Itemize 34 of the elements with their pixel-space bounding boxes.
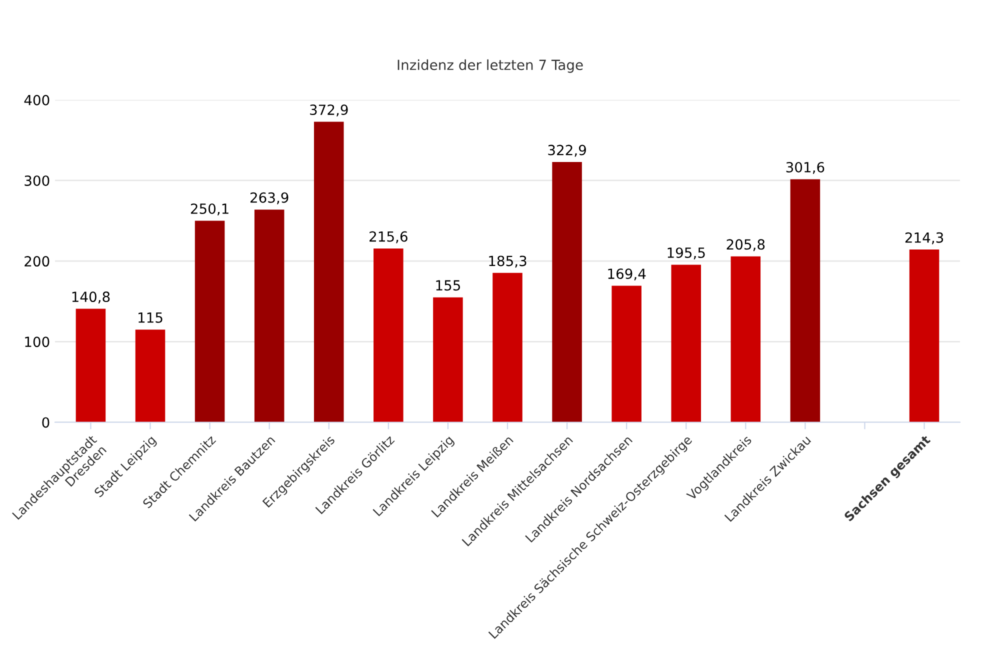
data-label: 169,4 — [608, 268, 646, 280]
data-label: 372,9 — [310, 104, 348, 116]
bar — [76, 308, 106, 422]
y-tick-label: 100 — [25, 336, 50, 348]
data-label: 322,9 — [548, 144, 586, 157]
bar — [314, 122, 344, 422]
data-label: 250,1 — [190, 203, 228, 216]
bar — [909, 250, 940, 422]
bar — [254, 210, 284, 422]
bar — [612, 286, 642, 422]
data-label: 140,8 — [72, 292, 110, 304]
bar — [552, 162, 582, 422]
y-tick-label: 300 — [24, 175, 50, 186]
y-tick-label: 0 — [42, 417, 50, 428]
bar — [790, 179, 820, 422]
bar — [135, 330, 166, 422]
bar — [671, 264, 702, 422]
y-tick-label: 400 — [24, 94, 50, 106]
data-label: 195,5 — [668, 247, 705, 260]
bar — [374, 248, 404, 422]
bar — [492, 272, 522, 422]
bar — [194, 220, 225, 422]
bar — [433, 297, 463, 422]
data-label: 205,8 — [726, 239, 765, 252]
bar — [730, 256, 761, 422]
data-label: 155 — [436, 280, 460, 291]
data-label: 214,3 — [905, 232, 944, 244]
data-label: 263,9 — [250, 192, 288, 204]
data-label: 115 — [138, 312, 162, 323]
chart-title: Inzidenz der letzten 7 Tage — [398, 59, 583, 73]
data-label: 185,3 — [489, 256, 526, 268]
data-label: 215,6 — [370, 231, 408, 244]
data-label: 301,6 — [786, 162, 824, 174]
y-tick-label: 200 — [24, 256, 50, 267]
